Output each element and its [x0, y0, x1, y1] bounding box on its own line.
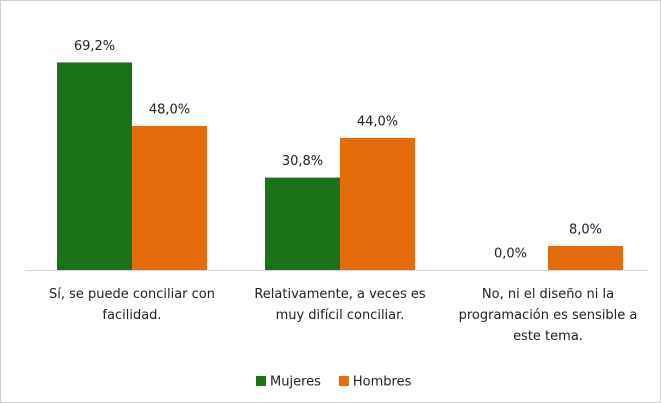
bar — [265, 177, 340, 270]
legend-label: Mujeres — [270, 375, 321, 390]
data-label: 69,2% — [74, 39, 115, 54]
data-label: 48,0% — [149, 103, 190, 118]
bar — [132, 126, 207, 270]
x-tick-label: No, ni el diseño ni la programación es s… — [458, 287, 638, 344]
data-label: 30,8% — [282, 154, 323, 169]
legend-swatch — [256, 376, 266, 386]
data-label: 0,0% — [494, 247, 527, 262]
x-tick-label: Sí, se puede conciliar con facilidad. — [48, 287, 215, 323]
data-label: 44,0% — [357, 115, 398, 130]
data-label: 8,0% — [569, 223, 602, 238]
bar — [57, 62, 132, 271]
x-tick-label: Relativamente, a veces es muy difícil co… — [254, 287, 426, 323]
legend-swatch — [338, 376, 349, 386]
legend-label: Hombres — [353, 375, 412, 390]
bar — [340, 138, 415, 270]
bar — [548, 246, 623, 270]
